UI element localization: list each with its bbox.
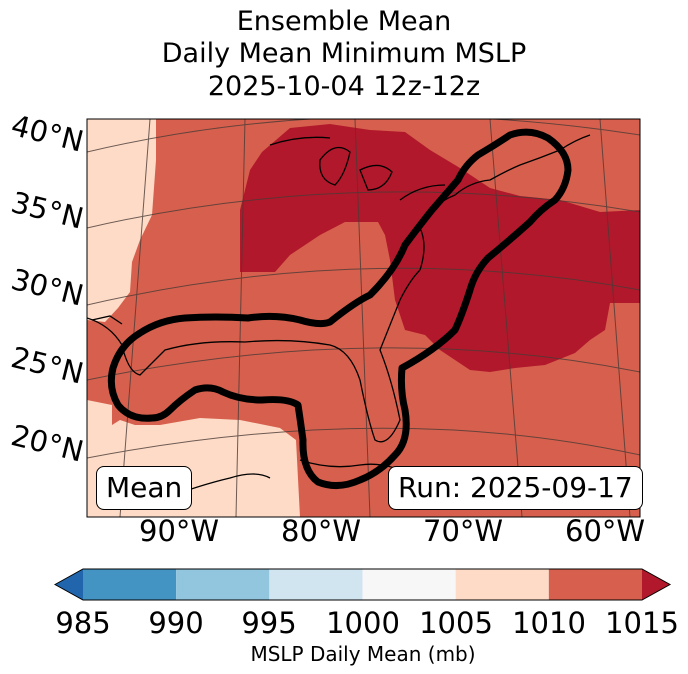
pressure-map xyxy=(86,118,641,518)
lon-label-80w: 80°W xyxy=(281,514,362,548)
run-badge: Run: 2025-09-17 xyxy=(388,466,643,510)
colorbar-tick-1005: 1005 xyxy=(419,606,493,640)
colorbar-label: MSLP Daily Mean (mb) xyxy=(250,642,476,666)
title-line-1: Ensemble Mean xyxy=(236,6,452,37)
colorbar-outline xyxy=(53,568,672,601)
contour-1015 xyxy=(107,128,572,489)
colorbar-bin-1000-1005 xyxy=(362,569,456,600)
colorbar-tick-995: 995 xyxy=(241,606,297,640)
lon-label-90w: 90°W xyxy=(139,514,220,548)
field-above-1015 xyxy=(240,124,640,372)
title-line-3: 2025-10-04 12z-12z xyxy=(207,71,481,102)
title-line-2: Daily Mean Minimum MSLP xyxy=(161,38,527,69)
lon-label-60w: 60°W xyxy=(565,514,646,548)
colorbar-bin-995-1000 xyxy=(269,569,363,600)
mean-badge: Mean xyxy=(96,466,193,510)
colorbar-tick-1010: 1010 xyxy=(512,606,586,640)
colorbar-over-arrow xyxy=(642,569,670,600)
graticule xyxy=(87,119,640,517)
colorbar-bin-985-990 xyxy=(83,569,177,600)
colorbar-tick-1000: 1000 xyxy=(326,606,400,640)
lon-label-70w: 70°W xyxy=(423,514,504,548)
colorbar-bin-1005-1010 xyxy=(455,569,549,600)
colorbar-tick-985: 985 xyxy=(55,606,111,640)
colorbar-under-arrow xyxy=(55,569,83,600)
colorbar-tick-990: 990 xyxy=(148,606,204,640)
colorbar-bin-1010-1015 xyxy=(548,569,642,600)
colorbar-bin-990-995 xyxy=(176,569,270,600)
colorbar-tick-1015: 1015 xyxy=(605,606,679,640)
